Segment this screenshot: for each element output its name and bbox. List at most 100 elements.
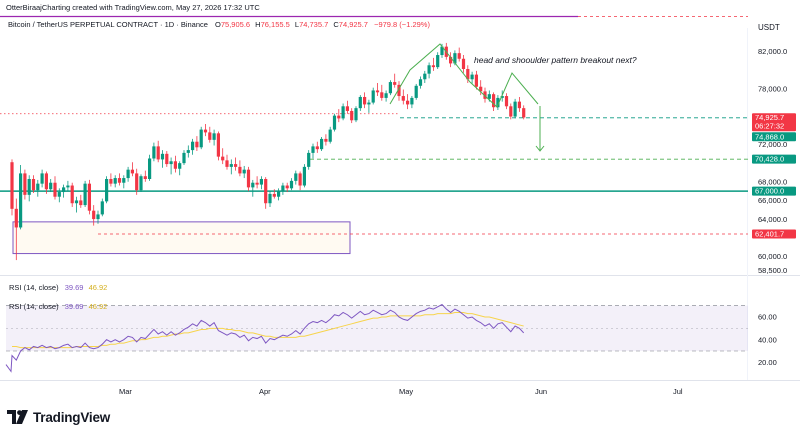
candle-body (105, 178, 109, 202)
candle-body (186, 150, 190, 153)
candle-body (234, 164, 238, 167)
candle-body (479, 86, 483, 92)
candle-body (367, 102, 371, 105)
candle (311, 143, 315, 159)
candle (358, 95, 362, 111)
candle (414, 83, 418, 100)
candle (83, 180, 87, 207)
candle (165, 151, 169, 167)
candle-body (109, 178, 113, 184)
candle (246, 166, 251, 192)
candle (130, 162, 134, 177)
candle (255, 176, 259, 189)
candle-body (517, 101, 521, 109)
candle-body (431, 65, 435, 68)
rsi-line (5, 303, 525, 373)
candle (423, 70, 427, 83)
candle (229, 159, 233, 175)
candle (302, 164, 306, 188)
candle (350, 108, 354, 124)
candle-body (117, 178, 122, 183)
candle (517, 96, 521, 112)
candle-body (298, 173, 302, 186)
tradingview-logo[interactable]: TradingView (7, 408, 110, 426)
ohlc-open: O75,905.6 (215, 20, 251, 29)
candle (315, 141, 319, 153)
candle-body (182, 152, 186, 164)
rsi-tick-label: 20.00 (758, 358, 777, 367)
close-level-tag-bg (752, 132, 796, 142)
candle (332, 113, 337, 132)
candle (70, 182, 74, 207)
candle (461, 55, 466, 73)
candle-body (216, 133, 220, 157)
candle (242, 165, 246, 179)
breakout-arrow-head (535, 145, 545, 152)
candle-body (277, 191, 281, 197)
candle (509, 103, 513, 120)
candle-body (100, 201, 104, 215)
price-tick-label: 58,500.0 (758, 266, 787, 275)
candle-body (285, 185, 289, 189)
candle-body (156, 146, 160, 160)
candle-body (423, 73, 427, 80)
candle (496, 95, 500, 111)
candle (169, 157, 173, 175)
candle (100, 198, 104, 217)
candle-body (191, 141, 195, 151)
last-price-tag-countdown: 06:27:32 (755, 122, 784, 131)
candle (324, 134, 328, 146)
candle-body (311, 146, 315, 153)
candle (513, 98, 517, 119)
candle (14, 198, 18, 261)
candle (117, 173, 122, 186)
candle (436, 52, 440, 70)
tradingview-logo-text: TradingView (33, 409, 111, 425)
candle-body (414, 85, 418, 98)
candle-body (70, 185, 74, 204)
candle (199, 126, 203, 150)
candle-body (449, 56, 453, 64)
rsi-legend-top: RSI (14, close) 39.69 46.92 (9, 283, 108, 292)
candle (182, 150, 186, 166)
candle-body (66, 185, 70, 188)
candle-body (264, 178, 268, 204)
symbol-title[interactable]: Bitcoin / TetherUS PERPETUAL CONTRACT · … (8, 20, 208, 29)
price-tick-label: 82,000.0 (758, 47, 787, 56)
candle (393, 73, 397, 88)
rsi-legend-inner: RSI (14, close) 39.69 46.92 (9, 302, 108, 311)
candle (195, 136, 199, 152)
candle-body (268, 193, 272, 204)
close-level-tag-value: 74,868.0 (755, 132, 784, 141)
candle (191, 138, 195, 155)
candle-body (27, 178, 31, 195)
candle-body (139, 176, 143, 191)
candle-body (354, 108, 358, 121)
annotation-text[interactable]: head and shooulder pattern breakout next… (474, 55, 637, 65)
candle (27, 175, 31, 202)
candle-body (79, 200, 83, 206)
candle-body (513, 101, 517, 117)
ohlc-high: H76,155.5 (255, 20, 290, 29)
candle-body (238, 166, 242, 174)
low-level-tag-bg (752, 229, 796, 239)
price-tick-label: 66,000.0 (758, 196, 787, 205)
candle (380, 84, 384, 101)
candle (337, 109, 341, 123)
candle (178, 161, 182, 176)
candle (449, 52, 453, 68)
candle-body (380, 92, 384, 98)
candle-body (440, 46, 444, 56)
candle (186, 145, 190, 158)
candle-body (375, 90, 380, 93)
candle (96, 210, 100, 224)
candle-body (53, 182, 57, 197)
candle (173, 155, 177, 173)
candle-body (130, 169, 134, 174)
tradingview-logo-icon (7, 410, 28, 424)
candle-body (49, 182, 53, 190)
candle-body (483, 91, 487, 99)
head-shoulders-outline (389, 43, 539, 108)
candle (53, 176, 57, 200)
